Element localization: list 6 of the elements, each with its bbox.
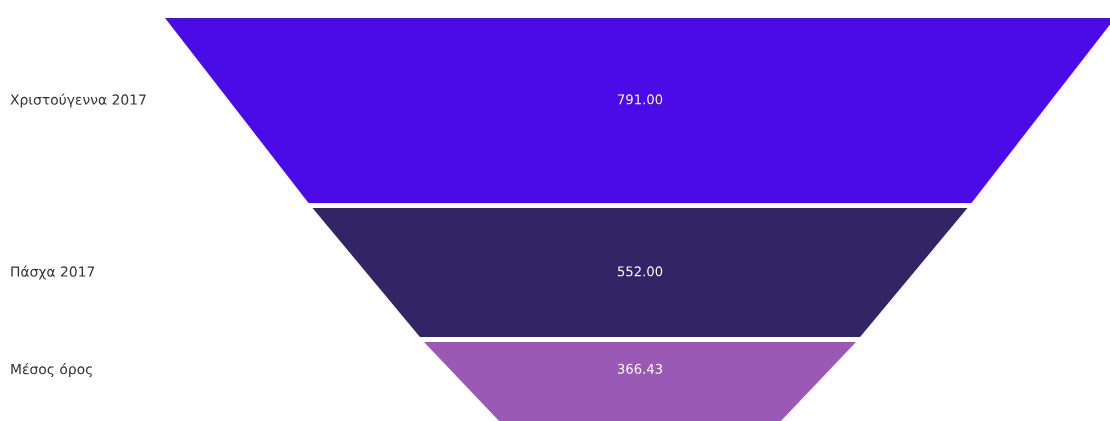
category-label: Πάσχα 2017: [11, 265, 95, 280]
data-label: 552.00: [617, 266, 663, 277]
data-label: 791.00: [618, 94, 663, 105]
category-label: Μέσος όρος: [11, 362, 92, 378]
category-label: Χριστούγεννα 2017: [10, 93, 146, 108]
data-label: 366.43: [617, 363, 663, 374]
